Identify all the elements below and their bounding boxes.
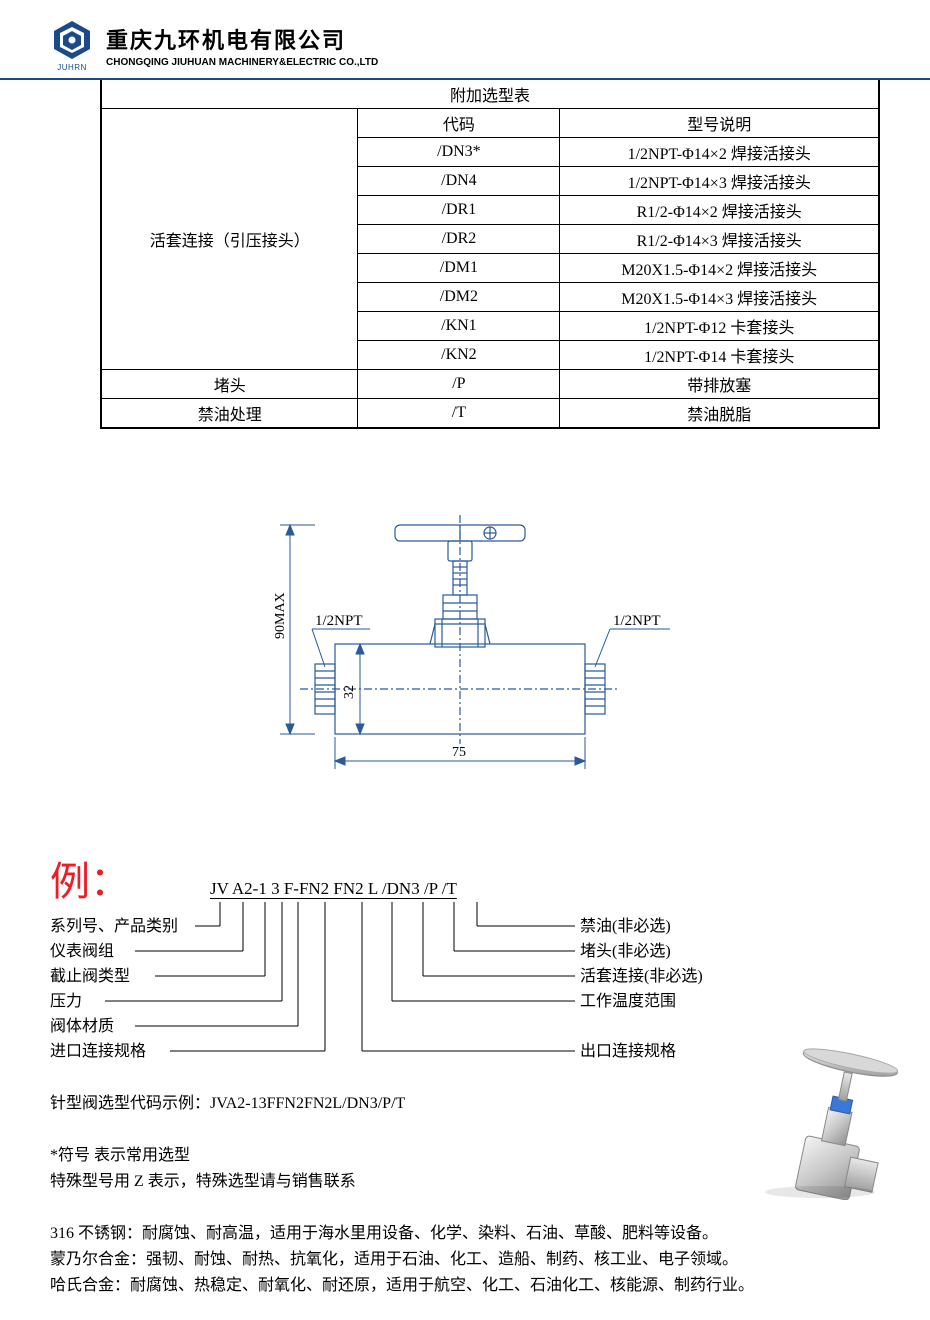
material-316: 316 不锈钢：耐腐蚀、耐高温，适用于海水里用设备、化学、染料、石油、草酸、肥料… — [50, 1221, 880, 1247]
table-cell: /KN1 — [358, 312, 560, 341]
table-cell: M20X1.5-Φ14×3 焊接活接头 — [560, 283, 879, 312]
table-cell: /KN2 — [358, 341, 560, 370]
desc-left-item: 压力 — [50, 989, 178, 1014]
table-cell: /DR2 — [358, 225, 560, 254]
company-logo-icon — [50, 18, 94, 62]
dim-75: 75 — [452, 745, 466, 760]
table-title: 附加选型表 — [102, 80, 879, 109]
table-cell: /DM2 — [358, 283, 560, 312]
company-name-en: CHONGQING JIUHUAN MACHINERY&ELECTRIC CO.… — [106, 57, 378, 68]
row-plug-desc: 带排放塞 — [560, 370, 879, 399]
desc-left-item: 进口连接规格 — [50, 1039, 178, 1064]
desc-left-list: 系列号、产品类别 仪表阀组 截止阀类型 压力 阀体材质 进口连接规格 — [50, 914, 178, 1064]
header-desc: 型号说明 — [560, 109, 879, 138]
label-left-port: 1/2NPT — [315, 613, 363, 629]
valve-drawing: 90MAX 32 75 1/2NPT 1/2NPT — [240, 489, 690, 789]
desc-right-item: 工作温度范围 — [580, 989, 703, 1014]
product-photo — [720, 1020, 900, 1200]
table-cell: M20X1.5-Φ14×2 焊接活接头 — [560, 254, 879, 283]
material-hastelloy: 哈氏合金：耐腐蚀、热稳定、耐氧化、耐还原，适用于航空、化工、石油化工、核能源、制… — [50, 1273, 880, 1299]
desc-left-item: 系列号、产品类别 — [50, 914, 178, 939]
desc-right-item — [580, 1014, 703, 1039]
desc-left-item: 截止阀类型 — [50, 964, 178, 989]
table-cell: 1/2NPT-Φ14×3 焊接活接头 — [560, 167, 879, 196]
desc-right-list: 禁油(非必选) 堵头(非必选) 活套连接(非必选) 工作温度范围 出口连接规格 — [580, 914, 703, 1064]
material-descriptions: 316 不锈钢：耐腐蚀、耐高温，适用于海水里用设备、化学、染料、石油、草酸、肥料… — [50, 1221, 880, 1299]
desc-right-item: 堵头(非必选) — [580, 939, 703, 964]
table-cell: 1/2NPT-Φ14×2 焊接活接头 — [560, 138, 879, 167]
row-oil-label: 禁油处理 — [102, 399, 358, 428]
selection-table-wrap: 附加选型表 活套连接（引压接头） 代码 型号说明 /DN3*1/2NPT-Φ14… — [100, 80, 880, 429]
row-oil-desc: 禁油脱脂 — [560, 399, 879, 428]
label-right-port: 1/2NPT — [613, 613, 661, 629]
group1-label: 活套连接（引压接头） — [102, 109, 358, 370]
desc-right-item: 出口连接规格 — [580, 1039, 703, 1064]
logo-subtext: JUHRN — [57, 63, 87, 72]
company-name-cn: 重庆九环机电有限公司 — [106, 23, 378, 55]
desc-left-item: 阀体材质 — [50, 1014, 178, 1039]
header-code: 代码 — [358, 109, 560, 138]
table-cell: /DN3* — [358, 138, 560, 167]
logo-wrap: JUHRN — [50, 18, 94, 72]
table-cell: 1/2NPT-Φ12 卡套接头 — [560, 312, 879, 341]
selection-table: 附加选型表 活套连接（引压接头） 代码 型号说明 /DN3*1/2NPT-Φ14… — [101, 80, 879, 428]
dim-90max: 90MAX — [273, 592, 288, 639]
table-cell: /DM1 — [358, 254, 560, 283]
desc-right-item: 禁油(非必选) — [580, 914, 703, 939]
desc-left-item: 仪表阀组 — [50, 939, 178, 964]
table-cell: /DN4 — [358, 167, 560, 196]
table-cell: /DR1 — [358, 196, 560, 225]
model-code: JV A2-1 3 F-FN2 FN2 L /DN3 /P /T — [210, 879, 457, 899]
dim-32: 32 — [342, 685, 357, 699]
table-cell: R1/2-Φ14×3 焊接活接头 — [560, 225, 879, 254]
material-monel: 蒙乃尔合金：强韧、耐蚀、耐热、抗氧化，适用于石油、化工、造船、制药、核工业、电子… — [50, 1247, 880, 1273]
row-plug-label: 堵头 — [102, 370, 358, 399]
desc-right-item: 活套连接(非必选) — [580, 964, 703, 989]
table-cell: R1/2-Φ14×2 焊接活接头 — [560, 196, 879, 225]
row-oil-code: /T — [358, 399, 560, 428]
page-header: JUHRN 重庆九环机电有限公司 CHONGQING JIUHUAN MACHI… — [0, 0, 930, 80]
company-name-block: 重庆九环机电有限公司 CHONGQING JIUHUAN MACHINERY&E… — [106, 23, 378, 68]
row-plug-code: /P — [358, 370, 560, 399]
example-label: 例： — [50, 849, 130, 907]
table-cell: 1/2NPT-Φ14 卡套接头 — [560, 341, 879, 370]
